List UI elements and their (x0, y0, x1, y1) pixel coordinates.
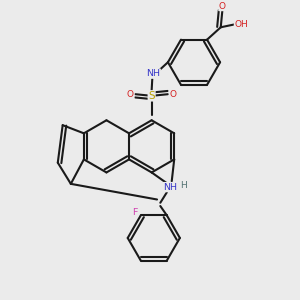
Text: F: F (132, 208, 138, 217)
Text: NH: NH (146, 69, 160, 78)
Text: S: S (148, 91, 155, 101)
Text: NH: NH (163, 183, 177, 192)
Text: H: H (180, 181, 187, 190)
Text: O: O (169, 90, 176, 99)
Text: OH: OH (234, 20, 248, 28)
Text: O: O (127, 90, 134, 99)
Text: O: O (219, 2, 226, 10)
